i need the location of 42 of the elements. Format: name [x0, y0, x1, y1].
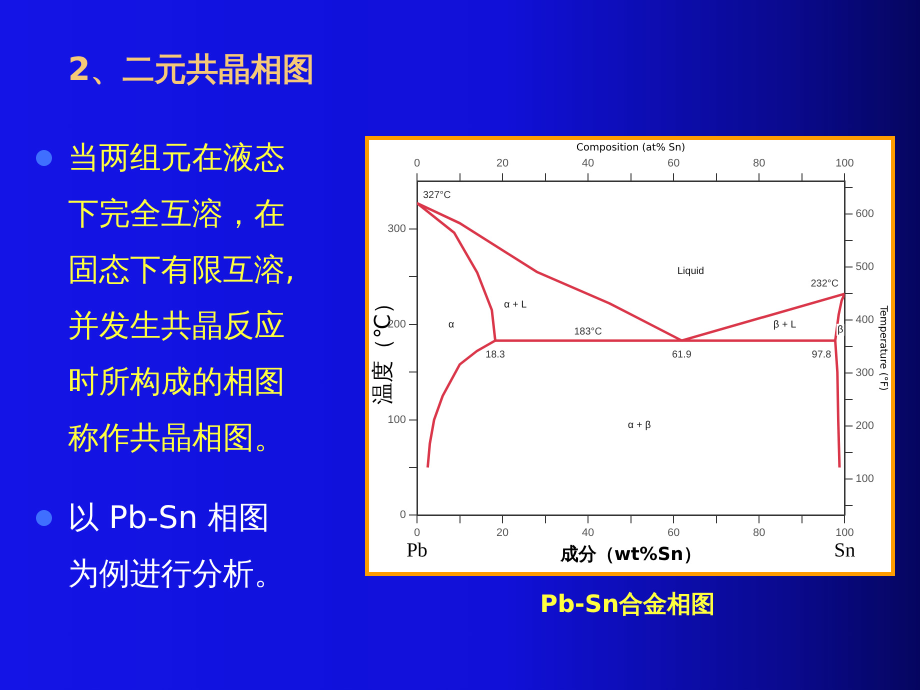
annotation: α — [448, 320, 454, 331]
x-tick-label: 80 — [752, 526, 766, 539]
y2-tick-label: 500 — [856, 261, 874, 274]
x2-tick-label: 80 — [752, 158, 766, 170]
y2-tick-label: 100 — [856, 473, 874, 486]
x2-tick-label: 0 — [414, 158, 420, 170]
text: 以 Pb-Sn 相图为例进行分析。 — [68, 499, 286, 594]
annotation: α + L — [504, 300, 528, 311]
y-tick-label: 0 — [400, 509, 406, 522]
x-tick-label: 20 — [496, 526, 509, 539]
annotation: Liquid — [677, 266, 704, 278]
y2-axis-title: Temperature (°F) — [877, 304, 888, 391]
annotation: 97.8 — [812, 349, 832, 360]
text: Pb-Sn合金相图 — [540, 589, 716, 620]
text: 当两组元在液态下完全互溶，在固态下有限互溶,并发生共晶反应时所构成的相图称作共晶相图。 — [68, 139, 296, 458]
text: Sn — [834, 539, 856, 562]
x-axis-title: 成分（wt%Sn） — [559, 544, 702, 565]
text: Pb — [406, 539, 428, 562]
x2-tick-label: 100 — [835, 158, 854, 170]
x2-tick-label: 20 — [496, 158, 509, 170]
y-tick-label: 300 — [388, 222, 406, 235]
annotation: α + β — [628, 420, 652, 431]
x2-tick-label: 60 — [667, 158, 680, 170]
y2-tick-label: 600 — [856, 208, 874, 220]
x-tick-label: 60 — [667, 526, 680, 539]
x-tick-label: 100 — [835, 526, 854, 539]
annotation: 61.9 — [672, 349, 692, 360]
annotation: 232°C — [810, 278, 839, 290]
y2-tick-label: 400 — [856, 314, 874, 326]
y-tick-label: 100 — [388, 414, 406, 426]
x-tick-label: 40 — [582, 526, 594, 539]
annotation: β + L — [773, 320, 797, 331]
annotation: 18.3 — [486, 349, 506, 360]
x-tick-label: 0 — [414, 526, 420, 539]
annotation: 183°C — [574, 326, 602, 338]
y2-tick-label: 200 — [856, 420, 874, 432]
y2-tick-label: 300 — [856, 367, 874, 380]
annotation: β — [837, 324, 844, 336]
x2-axis-title: Composition (at% Sn) — [576, 142, 686, 154]
annotation: 327°C — [423, 190, 451, 201]
x2-tick-label: 40 — [582, 158, 594, 170]
chart-title: 2、二元共晶相图 — [68, 49, 314, 90]
